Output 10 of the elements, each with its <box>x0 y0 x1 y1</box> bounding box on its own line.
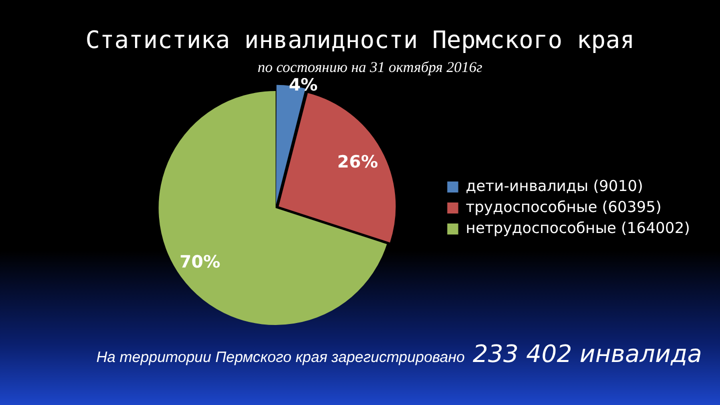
data-label: 70% <box>180 252 220 272</box>
legend-label: дети-инвалиды (9010) <box>466 176 644 195</box>
chart-subtitle: по состоянию на 31 октября 2016г <box>256 60 484 77</box>
legend-label: трудоспособные (60395) <box>466 198 662 216</box>
text: На территории Пермского края зарегистрировано <box>96 349 465 366</box>
data-label: 26% <box>337 152 378 172</box>
data-label: 4% <box>288 75 318 96</box>
text: 233 402 инвалида <box>472 340 702 368</box>
legend-label: нетрудоспособные (164002) <box>466 218 690 237</box>
chart-title: Статистика инвалидности Пермского края <box>84 26 636 54</box>
